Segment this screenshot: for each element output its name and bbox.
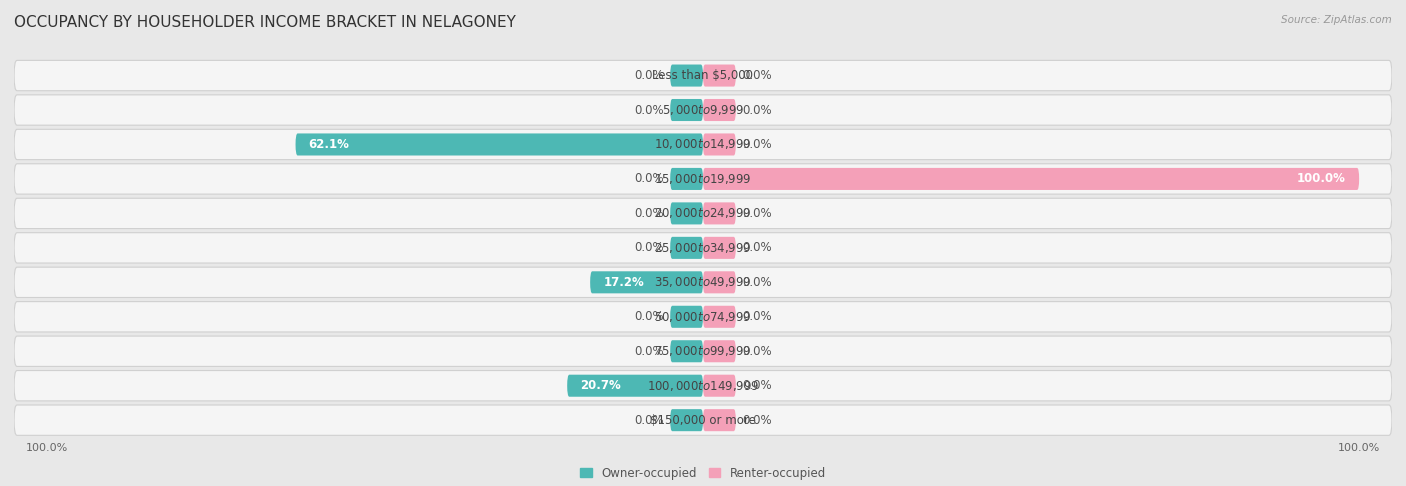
Text: $100,000 to $149,999: $100,000 to $149,999 <box>647 379 759 393</box>
FancyBboxPatch shape <box>703 409 735 431</box>
FancyBboxPatch shape <box>591 271 703 294</box>
Text: 0.0%: 0.0% <box>634 173 664 186</box>
Text: 0.0%: 0.0% <box>742 276 772 289</box>
FancyBboxPatch shape <box>703 375 735 397</box>
FancyBboxPatch shape <box>703 340 735 362</box>
Text: 0.0%: 0.0% <box>742 207 772 220</box>
Text: 20.7%: 20.7% <box>581 379 621 392</box>
FancyBboxPatch shape <box>14 95 1392 125</box>
FancyBboxPatch shape <box>14 233 1392 263</box>
Text: 0.0%: 0.0% <box>742 310 772 323</box>
FancyBboxPatch shape <box>703 99 735 121</box>
FancyBboxPatch shape <box>14 60 1392 91</box>
FancyBboxPatch shape <box>671 409 703 431</box>
FancyBboxPatch shape <box>703 202 735 225</box>
FancyBboxPatch shape <box>671 99 703 121</box>
Text: 0.0%: 0.0% <box>634 69 664 82</box>
Text: 0.0%: 0.0% <box>742 69 772 82</box>
Text: 0.0%: 0.0% <box>634 104 664 117</box>
Text: $150,000 or more: $150,000 or more <box>650 414 756 427</box>
FancyBboxPatch shape <box>671 306 703 328</box>
FancyBboxPatch shape <box>14 370 1392 401</box>
FancyBboxPatch shape <box>14 198 1392 228</box>
FancyBboxPatch shape <box>703 237 735 259</box>
FancyBboxPatch shape <box>671 168 703 190</box>
Text: 0.0%: 0.0% <box>742 242 772 254</box>
FancyBboxPatch shape <box>295 134 703 156</box>
FancyBboxPatch shape <box>14 164 1392 194</box>
FancyBboxPatch shape <box>703 65 735 87</box>
Text: $75,000 to $99,999: $75,000 to $99,999 <box>654 344 752 358</box>
FancyBboxPatch shape <box>671 202 703 225</box>
Text: $50,000 to $74,999: $50,000 to $74,999 <box>654 310 752 324</box>
Text: 0.0%: 0.0% <box>742 379 772 392</box>
Text: $10,000 to $14,999: $10,000 to $14,999 <box>654 138 752 152</box>
Text: $5,000 to $9,999: $5,000 to $9,999 <box>662 103 744 117</box>
FancyBboxPatch shape <box>703 306 735 328</box>
Text: $20,000 to $24,999: $20,000 to $24,999 <box>654 207 752 220</box>
Text: 17.2%: 17.2% <box>603 276 644 289</box>
Text: Less than $5,000: Less than $5,000 <box>652 69 754 82</box>
FancyBboxPatch shape <box>14 129 1392 159</box>
Text: 0.0%: 0.0% <box>634 242 664 254</box>
Text: 62.1%: 62.1% <box>309 138 350 151</box>
Text: Source: ZipAtlas.com: Source: ZipAtlas.com <box>1281 15 1392 25</box>
Text: 0.0%: 0.0% <box>634 345 664 358</box>
Text: $25,000 to $34,999: $25,000 to $34,999 <box>654 241 752 255</box>
Text: 0.0%: 0.0% <box>742 345 772 358</box>
Text: $35,000 to $49,999: $35,000 to $49,999 <box>654 276 752 289</box>
Text: 0.0%: 0.0% <box>634 207 664 220</box>
Text: $15,000 to $19,999: $15,000 to $19,999 <box>654 172 752 186</box>
Text: 0.0%: 0.0% <box>742 414 772 427</box>
Legend: Owner-occupied, Renter-occupied: Owner-occupied, Renter-occupied <box>575 462 831 485</box>
Text: OCCUPANCY BY HOUSEHOLDER INCOME BRACKET IN NELAGONEY: OCCUPANCY BY HOUSEHOLDER INCOME BRACKET … <box>14 15 516 30</box>
FancyBboxPatch shape <box>14 336 1392 366</box>
FancyBboxPatch shape <box>703 271 735 294</box>
FancyBboxPatch shape <box>14 405 1392 435</box>
FancyBboxPatch shape <box>567 375 703 397</box>
FancyBboxPatch shape <box>671 65 703 87</box>
FancyBboxPatch shape <box>14 267 1392 297</box>
Text: 0.0%: 0.0% <box>742 104 772 117</box>
FancyBboxPatch shape <box>671 237 703 259</box>
Text: 0.0%: 0.0% <box>634 414 664 427</box>
Text: 0.0%: 0.0% <box>742 138 772 151</box>
FancyBboxPatch shape <box>703 134 735 156</box>
FancyBboxPatch shape <box>14 302 1392 332</box>
FancyBboxPatch shape <box>671 340 703 362</box>
Text: 100.0%: 100.0% <box>1298 173 1346 186</box>
Text: 0.0%: 0.0% <box>634 310 664 323</box>
FancyBboxPatch shape <box>703 168 1360 190</box>
